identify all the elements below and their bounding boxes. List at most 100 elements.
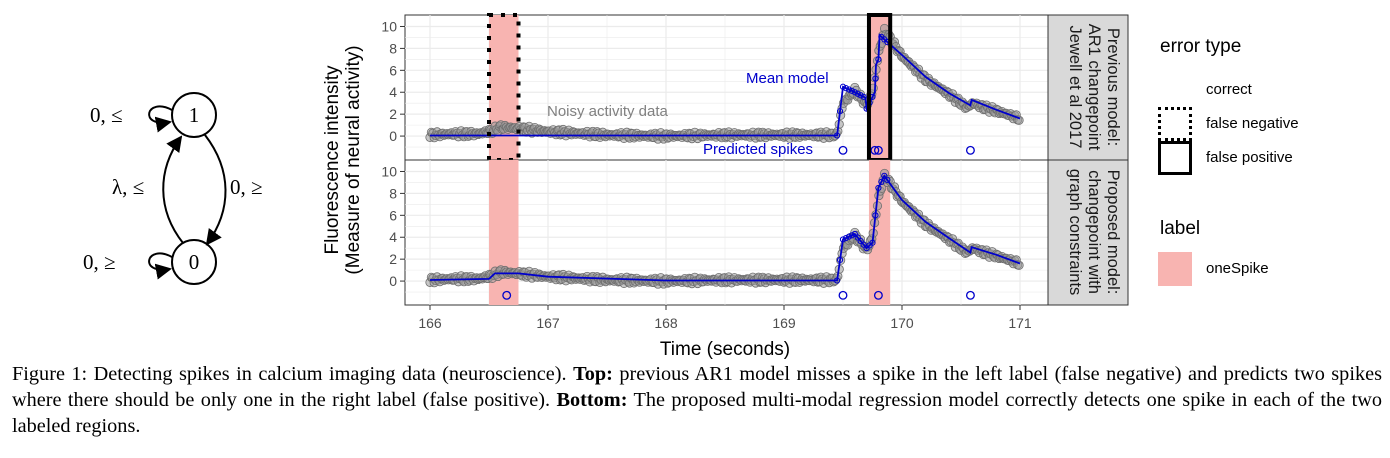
caption-bottom-bold: Bottom: <box>556 389 628 411</box>
model-sample-point <box>884 176 891 183</box>
legend-label-correct: correct <box>1206 81 1252 98</box>
edge-label-down: 0, ≥ <box>230 175 263 199</box>
legend-label-false-negative: false negative <box>1206 115 1299 132</box>
model-sample-point <box>834 277 841 284</box>
y-tick-label: 0 <box>389 273 397 289</box>
caption-bottom-text: The proposed multi-modal regression mode… <box>12 389 1382 437</box>
caption-prefix: Figure 1: Detecting spikes in calcium im… <box>12 363 574 385</box>
legend-key-false-positive <box>1158 141 1192 175</box>
y-tick-label: 8 <box>389 40 397 56</box>
y-tick-label: 0 <box>389 128 397 144</box>
label-region-onespike <box>489 160 519 305</box>
model-sample-point <box>875 184 882 192</box>
label-region-onespike <box>489 15 519 160</box>
model-sample-point <box>848 87 855 94</box>
model-sample-point <box>836 108 844 115</box>
legend-key-correct <box>1158 73 1192 107</box>
legend-key-onespike <box>1158 252 1192 286</box>
x-tick-label: 166 <box>418 315 442 331</box>
x-tick-label: 171 <box>1008 315 1032 331</box>
label-region-onespike <box>868 15 891 160</box>
model-sample-point <box>836 256 844 264</box>
legend-title-label: label <box>1160 218 1201 239</box>
model-sample-point <box>851 89 858 96</box>
caption-top-text: previous AR1 model misses a spike in the… <box>12 363 1382 411</box>
model-sample-point <box>848 232 855 239</box>
self-loop-1 <box>148 105 173 133</box>
model-sample-point <box>875 56 882 63</box>
predicted-spike-marker <box>965 145 975 155</box>
model-sample-point <box>854 90 861 97</box>
annotation-mean-model: Mean model <box>746 70 829 87</box>
predicted-spike-marker <box>870 145 880 155</box>
state-node-1-label: 1 <box>189 103 200 127</box>
edge-1-to-0 <box>204 134 227 246</box>
predicted-spike-marker <box>502 290 512 300</box>
legend-label-onespike: oneSpike <box>1206 260 1269 277</box>
model-sample-point <box>881 172 888 179</box>
panel-bottom: 0 2 4 6 8 10 Proposed model: changepoint with… <box>381 159 1129 306</box>
y-tick-label: 10 <box>381 163 397 179</box>
legend-label-false-positive: false positive <box>1206 149 1293 166</box>
y-tick-label: 6 <box>389 207 397 223</box>
model-sample-point <box>839 236 847 243</box>
y-tick-label: 4 <box>389 84 397 100</box>
model-sample-point <box>872 212 879 219</box>
predicted-spike-marker <box>965 290 975 300</box>
model-sample-point <box>872 75 879 82</box>
mean-model-line <box>430 33 1021 137</box>
loop-label-0: 0, ≥ <box>83 250 116 274</box>
model-sample-point <box>839 83 847 90</box>
model-sample-point <box>857 237 864 245</box>
strip-bottom-line-2: changepoint with <box>1085 170 1103 294</box>
legend-title-error-type: error type <box>1160 36 1242 57</box>
annotation-predicted-spikes: Predicted spikes <box>703 141 813 158</box>
predicted-spike-marker <box>873 145 883 155</box>
x-tick-label: 167 <box>536 315 560 331</box>
predicted-spike-marker <box>838 290 848 300</box>
mean-model-line <box>429 174 1021 282</box>
strip-top-line-2: AR1 changepoint <box>1085 24 1103 151</box>
model-sample-point <box>869 239 876 246</box>
strip-top-line-3: Jewell et al 2017 <box>1066 26 1084 149</box>
label-region-onespike <box>868 160 891 305</box>
figure-caption: Figure 1: Detecting spikes in calcium im… <box>12 361 1382 439</box>
caption-top-bold: Top: <box>573 363 613 385</box>
y-axis-label-line-2: (Measure of neural activity) <box>343 45 364 274</box>
x-axis-label: Time (seconds) <box>660 339 790 360</box>
x-tick-label: 168 <box>654 315 678 331</box>
legend-item-false-negative: false negative <box>1158 107 1378 141</box>
model-sample-point <box>851 230 858 238</box>
model-sample-point <box>845 86 853 93</box>
y-axis-label-line-1: Fluorescence intensity <box>322 65 343 255</box>
strip-bottom <box>1047 159 1129 306</box>
model-sample-point <box>842 85 850 92</box>
strip-bottom-line-1: Proposed model: <box>1104 170 1122 295</box>
model-sample-point <box>878 178 885 185</box>
caption-paragraph: Figure 1: Detecting spikes in calcium im… <box>12 361 1382 439</box>
strip-bottom-line-3: graph constraints <box>1066 169 1084 296</box>
strip-top-line-1: Previous model: <box>1104 28 1122 146</box>
legend-key-false-negative <box>1158 107 1192 141</box>
y-tick-label: 2 <box>389 251 397 267</box>
y-tick-label: 10 <box>381 18 397 34</box>
x-tick-label: 170 <box>890 315 914 331</box>
annotation-noisy: Noisy activity data <box>547 103 669 120</box>
y-tick-label: 6 <box>389 62 397 78</box>
y-tick-label: 2 <box>389 106 397 122</box>
state-node-0 <box>171 239 217 285</box>
loop-label-1: 0, ≤ <box>90 103 123 127</box>
model-sample-point <box>854 234 861 241</box>
error-box-false-negative <box>487 13 521 162</box>
model-sample-point <box>845 233 853 240</box>
edge-label-up: λ, ≤ <box>112 175 144 199</box>
predicted-spike-marker <box>838 145 848 155</box>
model-sample-point <box>860 93 867 100</box>
y-tick-label: 4 <box>389 229 397 245</box>
self-loop-0 <box>148 252 173 280</box>
model-sample-point <box>842 234 850 242</box>
legend-item-correct: correct <box>1158 73 1378 107</box>
legend-item-false-positive: false positive <box>1158 141 1378 175</box>
